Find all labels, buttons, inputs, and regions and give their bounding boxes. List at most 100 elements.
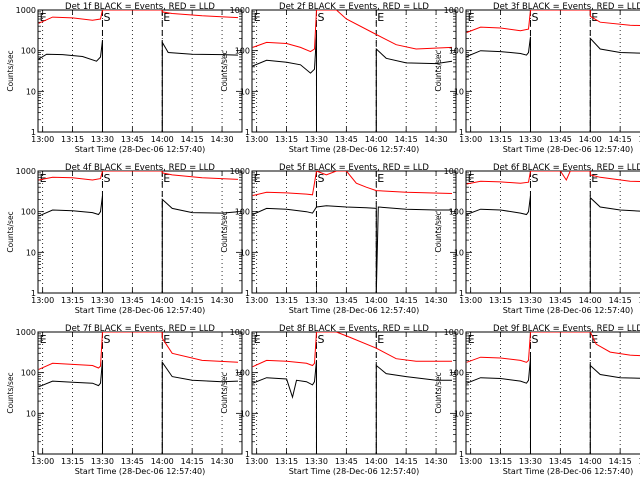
- y-tick-label: 10: [240, 248, 250, 257]
- y-tick-label: 100: [449, 369, 464, 378]
- y-tick-label: 10: [26, 409, 36, 418]
- y-tick-label: 100: [449, 47, 464, 56]
- x-tick-label: 13:45: [549, 296, 572, 305]
- event-marker-label: E: [377, 333, 384, 346]
- x-tick-label: 14:15: [395, 457, 418, 466]
- event-marker-label: S: [531, 11, 538, 24]
- x-tick-label: 13:00: [31, 135, 54, 144]
- x-tick-label: 13:00: [31, 457, 54, 466]
- plot-frame: [465, 331, 640, 455]
- event-marker-label: E: [468, 11, 475, 24]
- y-tick-label: 10: [240, 409, 250, 418]
- x-tick-label: 13:30: [91, 457, 114, 466]
- x-axis-label: Start Time (28-Dec-06 12:57:40): [289, 306, 420, 315]
- x-tick-label: 14:30: [211, 296, 234, 305]
- y-tick-label: 1: [31, 128, 36, 137]
- y-tick-label: 10: [454, 409, 464, 418]
- y-tick-label: 1000: [16, 167, 36, 176]
- event-marker-label: E: [163, 172, 170, 185]
- x-tick-label: 13:15: [489, 457, 512, 466]
- plot-frame: [251, 331, 457, 455]
- y-tick-label: 100: [21, 369, 36, 378]
- x-tick-label: 13:45: [121, 457, 144, 466]
- x-tick-label: 14:15: [395, 296, 418, 305]
- x-tick-label: 14:15: [181, 457, 204, 466]
- event-marker-label: S: [317, 172, 324, 185]
- x-tick-label: 13:00: [459, 457, 482, 466]
- lld-series-line: [38, 332, 239, 370]
- x-tick-label: 13:45: [335, 135, 358, 144]
- x-tick-label: 13:15: [61, 457, 84, 466]
- plot-frame: [465, 9, 640, 133]
- event-marker-label: E: [254, 172, 261, 185]
- x-tick-label: 13:45: [335, 457, 358, 466]
- x-axis-label: Start Time (28-Dec-06 12:57:40): [503, 306, 634, 315]
- x-axis-label: Start Time (28-Dec-06 12:57:40): [289, 145, 420, 154]
- x-tick-label: 14:30: [425, 135, 448, 144]
- x-tick-label: 13:45: [121, 296, 144, 305]
- y-axis-label: Counts/sec: [6, 50, 15, 91]
- detector-panel: 1 10 100 1000 13:00 13:15 13:30 13:45 14:00 14:15…: [6, 324, 243, 476]
- event-marker-label: E: [163, 333, 170, 346]
- chart-title: Det 2f BLACK = Events, RED = LLD: [279, 2, 429, 12]
- y-tick-label: 1: [459, 289, 464, 298]
- chart-title: Det 6f BLACK = Events, RED = LLD: [493, 163, 640, 173]
- x-tick-label: 13:30: [305, 135, 328, 144]
- x-tick-label: 13:15: [275, 457, 298, 466]
- chart-title: Det 1f BLACK = Events, RED = LLD: [65, 2, 215, 12]
- plot-frame: [251, 9, 457, 133]
- x-tick-label: 13:30: [91, 135, 114, 144]
- x-tick-label: 13:00: [459, 296, 482, 305]
- y-tick-label: 1000: [444, 6, 464, 15]
- y-tick-label: 10: [26, 248, 36, 257]
- x-tick-label: 13:45: [549, 135, 572, 144]
- event-marker-label: S: [531, 333, 538, 346]
- x-tick-label: 14:00: [579, 457, 602, 466]
- y-axis-label: Counts/sec: [434, 211, 443, 252]
- x-tick-label: 14:00: [151, 135, 174, 144]
- x-tick-label: 14:00: [365, 457, 388, 466]
- chart-title: Det 9f BLACK = Events, RED = LLD: [493, 324, 640, 334]
- x-tick-label: 13:00: [245, 457, 268, 466]
- lld-series-line: [38, 10, 239, 24]
- x-tick-label: 14:00: [151, 457, 174, 466]
- event-marker-label: S: [317, 333, 324, 346]
- y-tick-label: 100: [235, 369, 250, 378]
- x-tick-label: 14:30: [211, 135, 234, 144]
- y-tick-label: 1000: [230, 6, 250, 15]
- x-tick-label: 13:30: [305, 296, 328, 305]
- y-tick-label: 1: [31, 289, 36, 298]
- y-tick-label: 1: [31, 450, 36, 459]
- event-marker-label: S: [531, 172, 538, 185]
- event-marker-label: E: [468, 172, 475, 185]
- y-tick-label: 1000: [16, 6, 36, 15]
- x-tick-label: 13:00: [31, 296, 54, 305]
- events-series-line: [466, 36, 640, 132]
- x-tick-label: 13:45: [335, 296, 358, 305]
- x-tick-label: 14:30: [425, 457, 448, 466]
- x-axis-label: Start Time (28-Dec-06 12:57:40): [503, 145, 634, 154]
- x-tick-label: 13:15: [275, 135, 298, 144]
- lld-series-line: [38, 171, 239, 181]
- events-series-line: [252, 360, 452, 454]
- event-marker-label: S: [103, 11, 110, 24]
- events-series-line: [466, 195, 640, 293]
- x-tick-label: 14:15: [395, 135, 418, 144]
- y-tick-label: 100: [235, 208, 250, 217]
- event-marker-label: E: [40, 172, 47, 185]
- x-tick-label: 14:15: [609, 135, 632, 144]
- event-marker-label: E: [254, 333, 261, 346]
- plot-frame: [465, 170, 640, 294]
- x-tick-label: 14:00: [365, 296, 388, 305]
- y-tick-label: 10: [240, 87, 250, 96]
- x-tick-label: 13:15: [61, 135, 84, 144]
- chart-title: Det 8f BLACK = Events, RED = LLD: [279, 324, 429, 334]
- events-series-line: [38, 40, 239, 132]
- x-tick-label: 14:15: [181, 135, 204, 144]
- y-tick-label: 1: [459, 128, 464, 137]
- x-tick-label: 13:15: [489, 296, 512, 305]
- event-marker-label: S: [103, 333, 110, 346]
- events-series-line: [38, 360, 239, 454]
- event-marker-label: E: [591, 333, 598, 346]
- lld-series-line: [466, 10, 640, 33]
